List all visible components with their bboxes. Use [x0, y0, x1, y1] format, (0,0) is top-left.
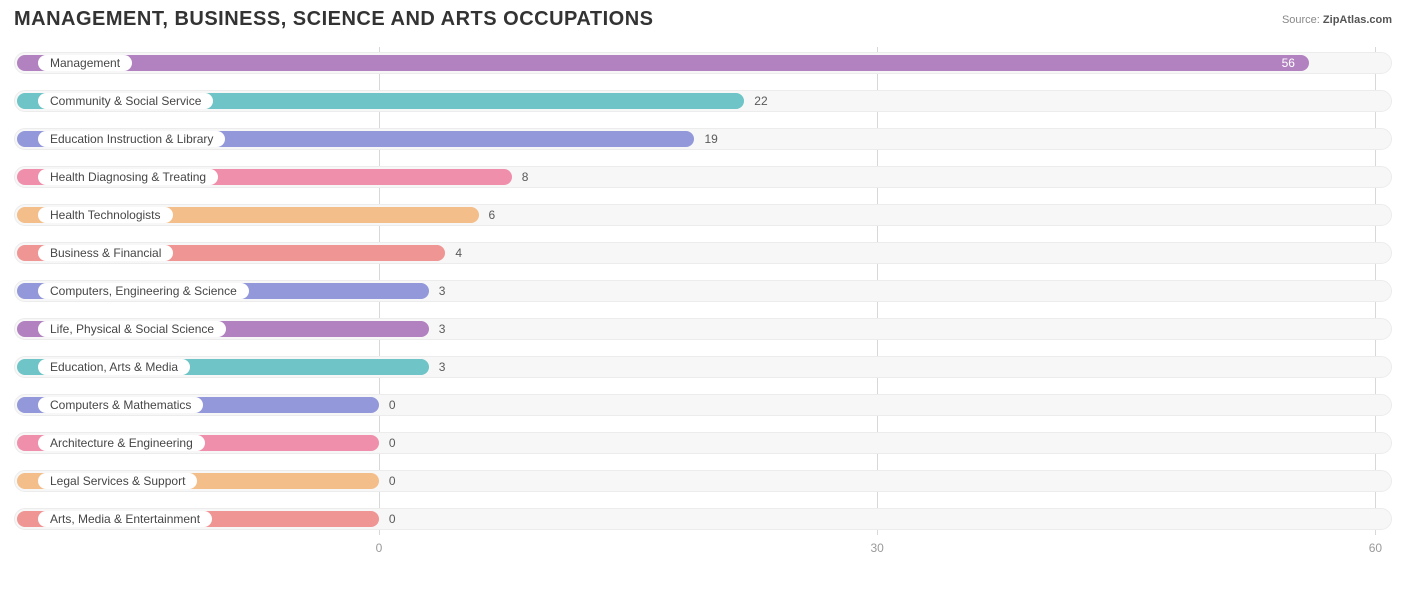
bar-label: Life, Physical & Social Science [38, 321, 226, 337]
bar-label: Community & Social Service [38, 93, 213, 109]
chart-title: MANAGEMENT, BUSINESS, SCIENCE AND ARTS O… [14, 8, 653, 31]
bar-label: Arts, Media & Entertainment [38, 511, 212, 527]
bar-label: Health Technologists [38, 207, 173, 223]
bar-value: 8 [522, 169, 529, 185]
x-axis-tick: 60 [1369, 541, 1382, 555]
x-axis: 0 30 60 [14, 541, 1392, 561]
source-site: ZipAtlas.com [1323, 14, 1392, 26]
bar-value: 0 [389, 473, 396, 489]
bar-label: Legal Services & Support [38, 473, 197, 489]
x-axis-tick: 30 [870, 541, 883, 555]
bar-label: Computers & Mathematics [38, 397, 203, 413]
source-label: Source: [1282, 14, 1320, 26]
bar-label: Computers, Engineering & Science [38, 283, 249, 299]
chart-area: Management 56 Community & Social Service 22… [0, 37, 1406, 593]
bar-value: 3 [439, 321, 446, 337]
bar-value: 19 [704, 131, 717, 147]
bar-value: 56 [1282, 55, 1295, 71]
bar-row: Health Technologists 6 [14, 199, 1392, 231]
bar-label: Education Instruction & Library [38, 131, 225, 147]
bar-label: Health Diagnosing & Treating [38, 169, 218, 185]
bar-label: Architecture & Engineering [38, 435, 205, 451]
bar-row: Education Instruction & Library 19 [14, 123, 1392, 155]
bar-label: Education, Arts & Media [38, 359, 190, 375]
bar-label: Management [38, 55, 132, 71]
bar-row: Community & Social Service 22 [14, 85, 1392, 117]
bar-row: Life, Physical & Social Science 3 [14, 313, 1392, 345]
bar-row: Business & Financial 4 [14, 237, 1392, 269]
bar-value: 6 [489, 207, 496, 223]
bar-row: Computers, Engineering & Science 3 [14, 275, 1392, 307]
bar-row: Education, Arts & Media 3 [14, 351, 1392, 383]
bar-row: Management 56 [14, 47, 1392, 79]
bar-value: 0 [389, 511, 396, 527]
bar-value: 3 [439, 359, 446, 375]
bar-row: Health Diagnosing & Treating 8 [14, 161, 1392, 193]
bar-row: Arts, Media & Entertainment 0 [14, 503, 1392, 535]
bar-value: 0 [389, 397, 396, 413]
bar-fill [17, 55, 1309, 71]
x-axis-tick: 0 [376, 541, 383, 555]
bar-label: Business & Financial [38, 245, 173, 261]
bar-value: 4 [455, 245, 462, 261]
bar-row: Legal Services & Support 0 [14, 465, 1392, 497]
bars-container: Management 56 Community & Social Service 22… [14, 47, 1392, 535]
bar-value: 3 [439, 283, 446, 299]
bar-value: 22 [754, 93, 767, 109]
bar-row: Computers & Mathematics 0 [14, 389, 1392, 421]
plot-region: Management 56 Community & Social Service 22… [14, 47, 1392, 561]
source-attribution: Source: ZipAtlas.com [1282, 14, 1392, 26]
bar-row: Architecture & Engineering 0 [14, 427, 1392, 459]
bar-value: 0 [389, 435, 396, 451]
